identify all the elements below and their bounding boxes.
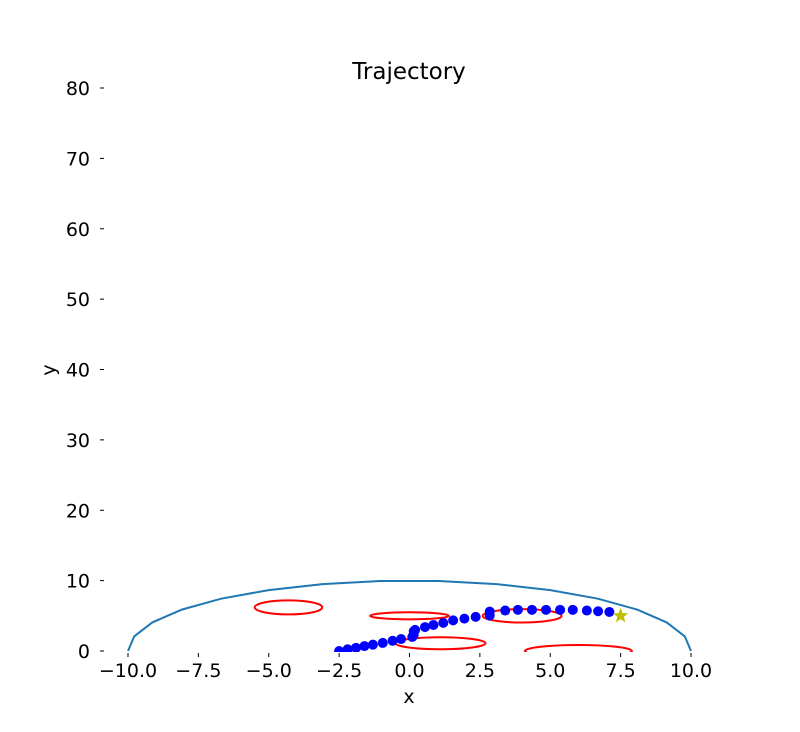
- trajectory-point: [500, 605, 511, 616]
- y-tick-label: 30: [66, 430, 90, 452]
- trajectory-point: [581, 605, 592, 616]
- trajectory-point: [484, 606, 495, 617]
- obstacle-ellipse: [253, 599, 324, 616]
- chart-title: Trajectory: [351, 59, 466, 85]
- y-tick-label: 10: [66, 571, 90, 593]
- y-tick-label: 0: [78, 641, 90, 663]
- trajectory-point: [396, 634, 407, 645]
- x-axis: −10.0 −7.5 −5.0 −2.5 0.0 2.5 5.0 7.5 10.0: [99, 653, 712, 682]
- x-tick-label: −7.5: [175, 660, 221, 682]
- x-tick-label: 0.0: [394, 660, 424, 682]
- trajectory-point: [428, 619, 439, 630]
- y-axis: 0 10 20 30 40 50 60 70 80: [66, 78, 104, 663]
- trajectory-point: [593, 606, 604, 617]
- trajectory-point: [526, 604, 537, 615]
- trajectory-point: [470, 611, 481, 622]
- trajectory-point: [555, 604, 566, 615]
- y-tick-label: 50: [66, 289, 90, 311]
- x-axis-label: x: [403, 686, 414, 708]
- trajectory-point: [351, 642, 362, 652]
- trajectory-series: [334, 604, 615, 652]
- obstacle-ellipse: [523, 644, 633, 652]
- y-tick-label: 70: [66, 148, 90, 170]
- y-axis-label: y: [38, 364, 60, 375]
- boundary-curve: [127, 580, 692, 652]
- trajectory-point: [410, 624, 421, 635]
- trajectory-point: [512, 604, 523, 615]
- trajectory-point: [567, 604, 578, 615]
- trajectory-point: [448, 615, 459, 626]
- trajectory-point: [541, 604, 552, 615]
- y-tick-label: 80: [66, 78, 90, 100]
- x-tick-label: −5.0: [246, 660, 292, 682]
- trajectory-point: [377, 637, 388, 648]
- goal-star-marker: [613, 607, 629, 623]
- x-tick-label: 5.0: [535, 660, 565, 682]
- trajectory-point: [342, 644, 353, 652]
- trajectory-point: [438, 617, 449, 628]
- x-tick-label: −10.0: [99, 660, 157, 682]
- trajectory-point: [604, 606, 615, 617]
- trajectory-point: [359, 641, 370, 652]
- trajectory-point: [334, 646, 345, 652]
- plot-area: [127, 580, 692, 652]
- y-tick-label: 60: [66, 219, 90, 241]
- trajectory-point: [459, 613, 470, 624]
- x-tick-label: 7.5: [606, 660, 636, 682]
- y-tick-label: 40: [66, 360, 90, 382]
- trajectory-point: [419, 622, 430, 633]
- x-tick-label: 2.5: [465, 660, 495, 682]
- trajectory-point: [367, 639, 378, 650]
- obstacle-ellipse: [369, 611, 450, 621]
- x-tick-label: −2.5: [316, 660, 362, 682]
- trajectory-point: [387, 635, 398, 646]
- goal-marker-group: [613, 607, 629, 623]
- x-tick-label: 10.0: [670, 660, 712, 682]
- y-tick-label: 20: [66, 500, 90, 522]
